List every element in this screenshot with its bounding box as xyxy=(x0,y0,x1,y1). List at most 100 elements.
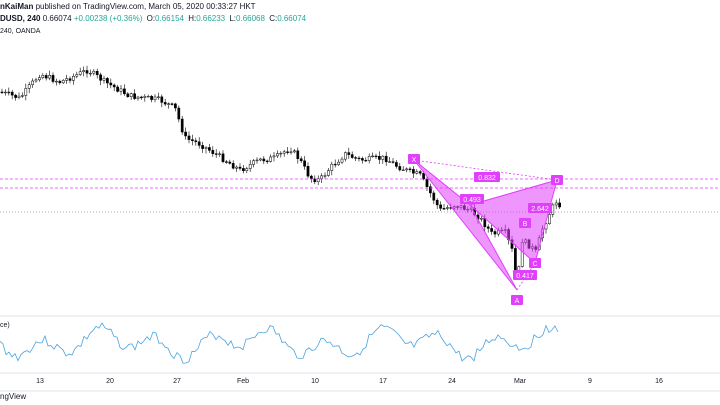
time-axis-tick: Feb xyxy=(237,378,249,385)
candle-body xyxy=(180,118,184,133)
candle-body xyxy=(75,74,79,77)
point-label-b: B xyxy=(523,221,528,228)
ratio-box-ac xyxy=(513,270,537,280)
point-label-d: D xyxy=(554,178,559,185)
candle-body xyxy=(163,102,167,105)
candle-body xyxy=(551,204,555,215)
candle-body xyxy=(361,158,364,161)
candle-body xyxy=(14,94,17,98)
candle-body xyxy=(167,103,170,105)
ratio-label-xb: 0.493 xyxy=(463,197,481,204)
symbol-name[interactable]: DUSD, 240 xyxy=(0,14,41,23)
point-label-a: A xyxy=(515,298,520,305)
time-axis-tick: Mar xyxy=(514,378,527,385)
candle-body xyxy=(38,77,41,81)
candle-body xyxy=(211,150,215,154)
symbol-info: DUSD, 240 0.66074 +0.00238 (+0.36%) O:0.… xyxy=(0,14,306,23)
candle-body xyxy=(85,70,89,74)
candle-body xyxy=(395,162,398,167)
candle-body xyxy=(99,74,102,81)
candle-body xyxy=(272,155,276,158)
indicator-label[interactable]: ce) xyxy=(0,322,10,329)
candle-body xyxy=(262,158,266,162)
candle-body xyxy=(493,231,497,235)
time-axis-tick: 10 xyxy=(311,378,319,385)
candle-body xyxy=(58,80,62,84)
candle-body xyxy=(123,88,126,95)
candle-body xyxy=(221,153,225,162)
candle-body xyxy=(306,165,310,177)
candle-body xyxy=(350,154,354,158)
candle-body xyxy=(177,107,181,120)
candle-body xyxy=(255,159,259,162)
candle-body xyxy=(548,214,551,224)
candle-body xyxy=(333,163,337,166)
ratio-label-xd: 0.832 xyxy=(478,175,496,182)
candle-body xyxy=(415,171,419,174)
pattern-line-bd xyxy=(469,179,558,206)
candle-body xyxy=(95,70,99,76)
candle-body xyxy=(238,166,242,169)
price-candles xyxy=(0,65,561,278)
candle-body xyxy=(174,103,177,109)
candle-body xyxy=(405,168,408,171)
time-axis-tick: 9 xyxy=(588,378,592,385)
candle-body xyxy=(558,202,561,208)
candle-body xyxy=(340,158,344,163)
candle-body xyxy=(106,78,109,84)
high-label: H: xyxy=(188,14,197,23)
candle-body xyxy=(378,155,381,160)
candle-body xyxy=(129,93,133,98)
candle-body xyxy=(208,147,211,151)
harmonic-pattern[interactable]: 0.493 0.417 2.642 0.832 X A B C D xyxy=(408,154,563,305)
candle-body xyxy=(265,160,269,162)
exchange-info: 240, OANDA xyxy=(0,28,41,35)
open-value: 0.66154 xyxy=(155,14,184,23)
candle-body xyxy=(34,79,38,82)
candle-body xyxy=(55,80,58,83)
candle-body xyxy=(303,160,306,167)
time-axis[interactable]: 13 20 27 Feb 10 17 24 Mar 9 16 xyxy=(36,378,663,385)
candle-body xyxy=(514,248,517,274)
candle-body xyxy=(116,86,119,92)
candle-body xyxy=(153,96,157,100)
time-axis-tick: 13 xyxy=(36,378,44,385)
candle-body xyxy=(418,171,422,174)
last-price: 0.66074 xyxy=(42,14,72,23)
candle-body xyxy=(225,161,228,163)
candle-body xyxy=(245,168,249,171)
candle-body xyxy=(296,150,300,159)
author-name[interactable]: nKaiMan xyxy=(0,2,34,11)
candle-body xyxy=(384,155,388,163)
candle-body xyxy=(41,75,45,78)
close-value: 0.66074 xyxy=(277,14,307,23)
candle-body xyxy=(248,164,252,169)
candle-body xyxy=(65,78,68,81)
open-label: O: xyxy=(146,14,156,23)
candle-body xyxy=(21,95,24,97)
candle-body xyxy=(228,161,232,164)
ratio-box-xd xyxy=(474,172,500,182)
candle-body xyxy=(391,161,395,163)
candle-body xyxy=(313,178,317,182)
candle-body xyxy=(51,75,55,82)
candle-body xyxy=(24,88,28,96)
candle-body xyxy=(289,151,293,153)
candle-body xyxy=(194,140,198,143)
candle-body xyxy=(140,96,143,99)
candle-body xyxy=(191,139,194,141)
candle-body xyxy=(184,131,187,137)
candle-body xyxy=(126,93,130,98)
candle-body xyxy=(337,161,340,165)
candle-body xyxy=(68,78,72,81)
candle-body xyxy=(432,192,436,201)
candle-body xyxy=(439,204,442,209)
candle-body xyxy=(282,151,286,154)
published-text: published on TradingView.com, March 05, … xyxy=(35,2,256,11)
time-axis-tick: 27 xyxy=(173,378,181,385)
candle-body xyxy=(354,157,357,159)
candle-body xyxy=(0,91,4,94)
candle-body xyxy=(146,95,150,98)
ratio-box-bd xyxy=(528,203,552,213)
